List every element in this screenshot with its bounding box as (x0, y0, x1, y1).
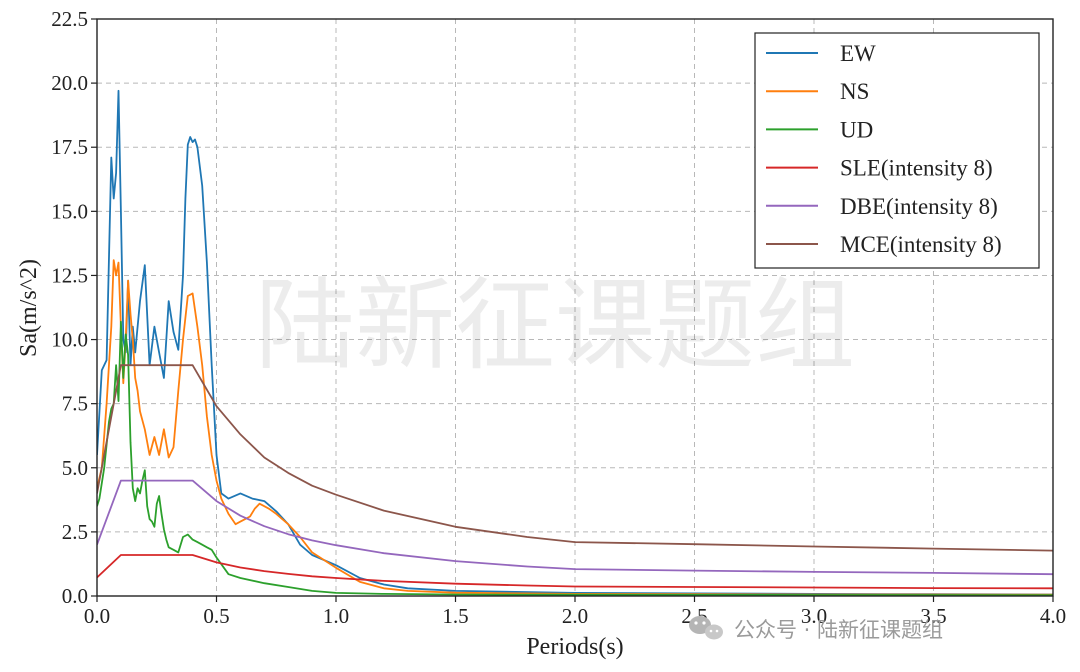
y-tick-label: 0.0 (62, 584, 88, 608)
wechat-icon (689, 616, 723, 640)
legend-box (754, 32, 1040, 269)
x-tick-label: 3.5 (920, 604, 946, 628)
x-axis-label: Periods(s) (526, 634, 623, 660)
legend-label-dbe-intensity-8: DBE(intensity 8) (840, 194, 998, 219)
x-tick-label: 0.5 (203, 604, 229, 628)
y-tick-label: 10.0 (51, 328, 88, 352)
x-tick-label: 4.0 (1040, 604, 1066, 628)
legend: EW NS UD SLE(intensity 8) DBE(intensity 8) MC… (754, 32, 1040, 269)
y-tick-label: 12.5 (51, 263, 88, 287)
x-tick-label: 0.0 (84, 604, 110, 628)
legend-label-sle-intensity-8: SLE(intensity 8) (840, 156, 993, 181)
legend-label-ns: NS (840, 79, 869, 104)
x-tick-label: 2.0 (562, 604, 588, 628)
series-line-ns (97, 259, 1053, 596)
x-tick-label: 3.0 (801, 604, 827, 628)
y-tick-label: 15.0 (51, 199, 88, 223)
series-line-sle-intensity-8 (97, 554, 1053, 590)
legend-label-ew: EW (840, 41, 876, 66)
y-tick-label: 22.5 (51, 7, 88, 31)
x-tick-label: 1.5 (442, 604, 468, 628)
watermark-text: 陆新征课题组 (255, 267, 855, 384)
y-tick-label: 2.5 (62, 520, 88, 544)
x-tick-label: 1.0 (323, 604, 349, 628)
legend-label-mce-intensity-8: MCE(intensity 8) (840, 232, 1002, 257)
y-tick-label: 17.5 (51, 135, 88, 159)
series-line-dbe-intensity-8 (97, 479, 1053, 576)
footer-text: 公众号 · 陆新征课题组 (734, 618, 943, 642)
axis-ticks: 0.0 0.5 1.0 1.5 2.0 2.5 3.0 3.5 4.00.02.55.07.51… (51, 7, 1066, 628)
y-tick-label: 7.5 (62, 392, 88, 416)
series-group (97, 89, 1053, 596)
y-axis-label: Sa(m/s^2) (16, 259, 42, 357)
y-tick-label: 20.0 (51, 71, 88, 95)
legend-label-ud: UD (840, 117, 873, 142)
y-tick-label: 5.0 (62, 456, 88, 480)
series-line-mce-intensity-8 (97, 364, 1053, 552)
series-line-ud (97, 320, 1053, 596)
footer-watermark: 公众号 · 陆新征课题组 (689, 616, 943, 642)
